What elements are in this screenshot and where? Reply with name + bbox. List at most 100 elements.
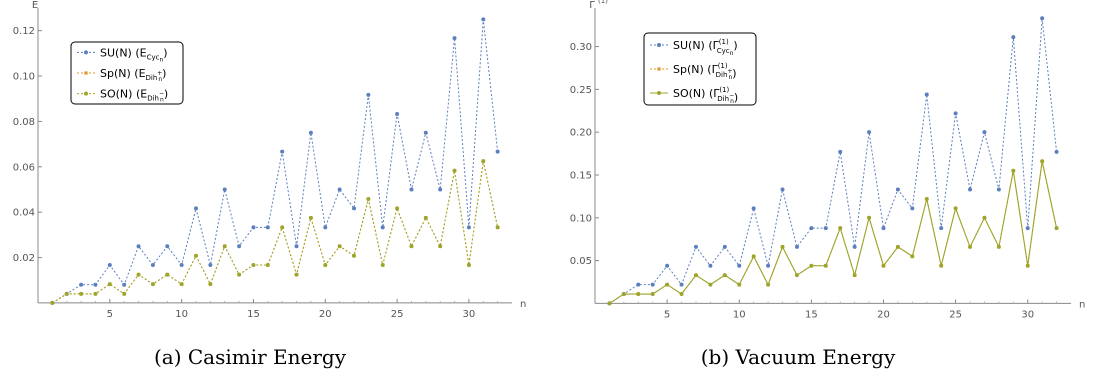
data-point (996, 187, 1001, 192)
data-point (438, 187, 443, 192)
data-point (881, 263, 886, 268)
data-point (495, 149, 500, 154)
legend-label: SU(N) (ECycn) (100, 46, 168, 63)
data-point (265, 263, 270, 268)
data-point (93, 282, 98, 287)
data-point (838, 226, 843, 231)
data-point (953, 206, 958, 211)
data-point (64, 291, 69, 296)
y-tick-label: 0.10 (570, 213, 592, 224)
data-point (452, 168, 457, 173)
y-axis-label-superscript: (1) (598, 0, 608, 5)
data-point (953, 111, 958, 116)
y-tick-label: 0.30 (570, 42, 592, 53)
data-point (409, 244, 414, 249)
data-point (423, 130, 428, 135)
data-point (737, 263, 742, 268)
data-point (395, 111, 400, 116)
data-point (751, 206, 756, 211)
data-point (481, 17, 486, 22)
series-line-2 (609, 161, 1058, 304)
data-point (650, 282, 655, 287)
data-point (982, 215, 987, 220)
data-point (294, 272, 299, 277)
data-point (780, 187, 785, 192)
chart-panel-2: 5 10 15 20 25 30 0.05 0.10 0.15 0.20 0.25 0.30 n Γ (1)… (570, 0, 1086, 369)
data-point (251, 225, 256, 230)
data-point (165, 272, 170, 277)
data-point (766, 282, 771, 287)
data-point (352, 253, 356, 258)
legend-label: SO(N) (Γ(1) Dih− n) (673, 86, 738, 105)
data-point (679, 282, 684, 287)
data-point (208, 263, 213, 268)
data-point (665, 282, 670, 287)
x-tick-label: 5 (664, 309, 670, 320)
y-tick-label: 0.25 (570, 85, 592, 96)
x-tick-label: 25 (949, 309, 962, 320)
legend-swatch-marker (84, 71, 88, 75)
data-point (136, 272, 141, 277)
legend: SU(N) (Γ(1) Cycn) Sp(N) (Γ(1) Dih+ n) SO(N) (… (643, 32, 757, 106)
data-point (380, 225, 385, 230)
data-point (607, 301, 612, 306)
data-point (308, 130, 313, 135)
x-tick-label: 25 (391, 309, 404, 320)
x-tick-label: 20 (319, 309, 332, 320)
series-line-3 (52, 161, 499, 304)
data-point (251, 263, 256, 268)
data-point (366, 92, 371, 97)
series-line-1 (52, 19, 499, 304)
data-point (136, 244, 141, 249)
data-point (337, 187, 342, 192)
y-tick-label: 0.06 (13, 162, 35, 173)
data-point (693, 273, 698, 278)
series-line-3 (609, 161, 1058, 304)
x-tick-label: 30 (1021, 309, 1034, 320)
data-point (222, 244, 227, 249)
data-point (150, 282, 155, 287)
data-point (107, 263, 112, 268)
y-tick-label: 0.15 (570, 170, 592, 181)
data-point (323, 263, 328, 268)
data-point (794, 273, 799, 278)
data-point (895, 244, 900, 249)
data-point (693, 244, 698, 249)
data-point (337, 244, 342, 249)
y-tick-label: 0.12 (13, 26, 35, 37)
data-point (1025, 263, 1030, 268)
data-point (968, 244, 973, 249)
data-point (50, 300, 55, 305)
data-point (237, 244, 242, 249)
data-point (438, 244, 443, 249)
data-point (910, 206, 915, 211)
legend-label: SO(N) (EDih− n) (100, 88, 168, 104)
x-tick-label: 30 (463, 309, 476, 320)
legend-box (70, 41, 184, 105)
data-point (179, 263, 184, 268)
data-point (939, 263, 944, 268)
data-point (708, 282, 713, 287)
data-point (679, 292, 684, 297)
series-line-2 (52, 161, 499, 304)
chart-panel-1: 5 10 15 20 25 30 0.02 0.04 0.06 0.08 0.10 0.12 n E SU(… (13, 0, 527, 369)
data-point (423, 215, 428, 220)
chart-caption: (b) Vacuum Energy (701, 345, 896, 369)
legend-swatch-marker (84, 91, 88, 96)
data-point (395, 206, 400, 211)
data-point (1054, 149, 1059, 154)
data-point (823, 263, 828, 268)
data-point (208, 282, 213, 287)
data-point (1011, 168, 1016, 173)
y-axis-label: Γ (589, 0, 595, 11)
data-point (1025, 226, 1030, 231)
data-point (708, 263, 713, 268)
data-point (481, 159, 486, 164)
data-point (968, 187, 973, 192)
data-point (122, 282, 127, 287)
data-point (780, 244, 785, 249)
x-tick-label: 20 (877, 309, 890, 320)
data-point (1054, 226, 1059, 231)
data-point (294, 244, 299, 249)
